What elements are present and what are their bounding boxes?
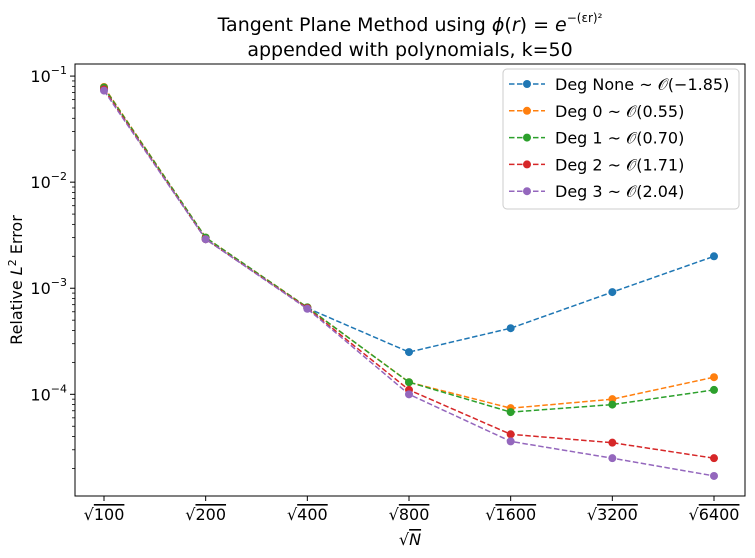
- chart-title-line-2: appended with polynomials, k=50: [247, 39, 572, 61]
- series-3-point-4: [506, 430, 515, 439]
- x-tick-label-5: √3200: [587, 505, 638, 524]
- series-0-point-6: [710, 252, 718, 261]
- legend-swatch-marker-1: [523, 106, 531, 115]
- legend-label-2: Deg 1 ~ 𝒪(0.70): [555, 129, 684, 148]
- series-4-point-2: [303, 304, 312, 313]
- legend-entry-0: Deg None ~ 𝒪(−1.85): [509, 75, 729, 94]
- legend-label-1: Deg 0 ~ 𝒪(0.55): [555, 102, 684, 121]
- chart-title-line-1: Tangent Plane Method using ϕ(r) = e−(εr)…: [217, 11, 603, 36]
- x-tick-label-6: √6400: [689, 505, 740, 524]
- legend-entry-2: Deg 1 ~ 𝒪(0.70): [509, 129, 684, 148]
- legend-label-0: Deg None ~ 𝒪(−1.85): [555, 75, 729, 94]
- legend-entry-1: Deg 0 ~ 𝒪(0.55): [509, 102, 684, 121]
- legend-swatch-marker-2: [523, 133, 531, 142]
- series-4-point-3: [405, 390, 413, 399]
- y-tick-label-3: 10−4: [30, 382, 67, 404]
- x-tick-label-2: √400: [287, 505, 328, 524]
- series-4-point-5: [608, 454, 617, 463]
- legend-entry-4: Deg 3 ~ 𝒪(2.04): [509, 182, 684, 201]
- series-4: [100, 86, 718, 480]
- series-2-point-3: [405, 378, 413, 387]
- legend-swatch-marker-3: [523, 160, 531, 169]
- series-3-point-5: [608, 438, 617, 447]
- series-4-point-4: [506, 437, 515, 446]
- x-tick-label-1: √200: [185, 505, 226, 524]
- x-tick-label-0: √100: [84, 505, 125, 524]
- legend-swatch-marker-4: [523, 187, 531, 196]
- legend: Deg None ~ 𝒪(−1.85) Deg 0 ~ 𝒪(0.55) Deg 1 …: [502, 68, 740, 210]
- series-0-point-5: [608, 288, 617, 297]
- series-2-point-6: [710, 385, 718, 394]
- y-tick-label-0: 10−1: [30, 64, 67, 86]
- legend-entry-3: Deg 2 ~ 𝒪(1.71): [509, 155, 684, 174]
- series-1-point-6: [710, 373, 718, 382]
- y-tick-label-1: 10−2: [30, 170, 67, 192]
- series-2-point-4: [506, 408, 515, 417]
- series-4-point-1: [201, 235, 210, 244]
- x-axis-ticks: √100 √200 √400 √800 √1600 √3200 √6400: [84, 496, 740, 524]
- y-axis-ticks: 10−1 10−2 10−3 10−4: [30, 64, 75, 469]
- y-axis-label: Relative L2 Error: [6, 215, 26, 345]
- legend-label-3: Deg 2 ~ 𝒪(1.71): [555, 155, 684, 174]
- series-0-point-3: [405, 348, 413, 357]
- x-tick-label-4: √1600: [485, 505, 536, 524]
- series-4-point-6: [710, 471, 718, 480]
- series-3-point-6: [710, 454, 718, 463]
- series-0-point-4: [506, 324, 515, 333]
- legend-swatch-marker-0: [523, 80, 531, 88]
- legend-label-4: Deg 3 ~ 𝒪(2.04): [555, 182, 684, 201]
- y-tick-label-2: 10−3: [30, 276, 67, 298]
- series-2-point-5: [608, 400, 617, 409]
- series-layer: [100, 82, 718, 480]
- legend-frame: [502, 68, 740, 210]
- series-4-point-0: [100, 86, 108, 95]
- x-tick-label-3: √800: [389, 505, 430, 524]
- x-axis-label: √N: [399, 530, 421, 549]
